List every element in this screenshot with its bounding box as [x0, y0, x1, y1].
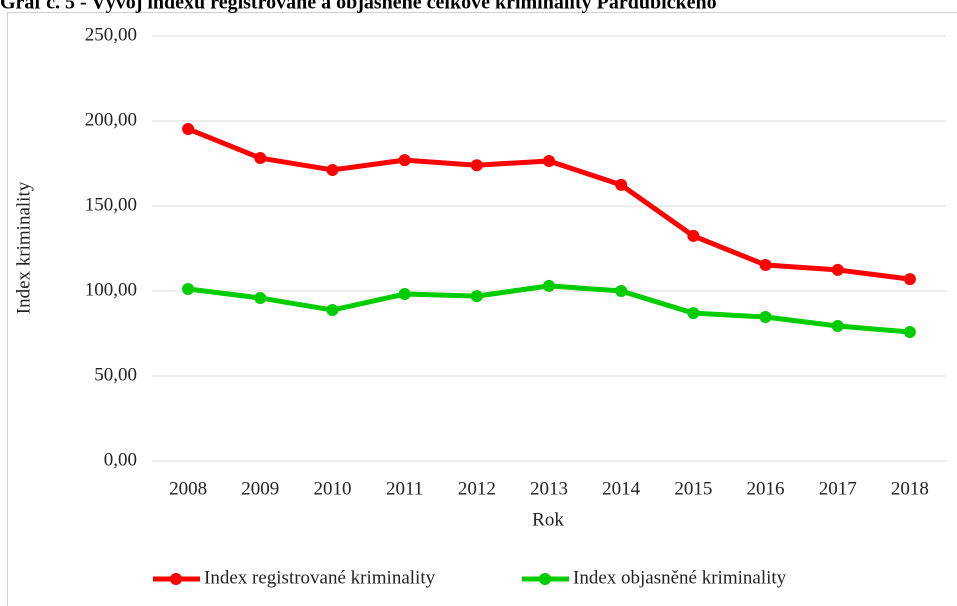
data-point [615, 285, 628, 297]
legend-label: Index registrované kriminality [204, 567, 436, 588]
y-tick-label: 250,00 [85, 24, 137, 45]
x-axis-title: Rok [532, 509, 564, 530]
data-point [831, 320, 844, 333]
x-tick-label: 2015 [674, 478, 712, 499]
x-tick-label: 2014 [602, 478, 641, 499]
x-tick-label: 2011 [386, 478, 423, 499]
data-point [326, 304, 339, 317]
data-point [687, 307, 700, 320]
data-point [687, 229, 700, 242]
chart-frame [7, 12, 957, 606]
x-tick-label: 2012 [458, 478, 496, 499]
chart-title: Graf č. 5 - Vývoj indexu registrované a … [0, 0, 717, 14]
data-point [759, 258, 772, 271]
data-point [470, 159, 483, 172]
data-point [759, 311, 772, 324]
data-point [398, 288, 411, 301]
data-point [470, 290, 483, 303]
data-point [831, 263, 844, 276]
data-point [182, 282, 195, 295]
data-point [903, 273, 916, 286]
y-tick-label: 0,00 [104, 449, 137, 470]
x-tick-label: 2008 [169, 478, 207, 499]
y-tick-label: 100,00 [85, 279, 137, 300]
data-point [615, 178, 628, 191]
data-point [182, 122, 195, 135]
x-tick-label: 2010 [313, 478, 351, 499]
x-tick-label: 2009 [241, 478, 279, 499]
data-point [543, 279, 555, 292]
x-tick-label: 2016 [747, 478, 785, 499]
data-point [326, 163, 339, 176]
y-tick-label: 150,00 [85, 194, 137, 215]
data-point [254, 291, 267, 304]
data-point [543, 154, 555, 167]
y-tick-label: 200,00 [85, 109, 137, 130]
data-point [398, 154, 411, 167]
legend-marker [170, 573, 182, 585]
data-point [903, 325, 916, 338]
x-tick-label: 2017 [819, 478, 857, 499]
legend-label: Index objasněné kriminality [573, 567, 787, 588]
x-tick-label: 2018 [891, 478, 929, 499]
y-tick-label: 50,00 [94, 364, 137, 385]
data-point [254, 152, 267, 165]
x-tick-label: 2013 [530, 478, 568, 499]
y-axis-title: Index kriminality [13, 181, 34, 314]
legend-marker [539, 573, 551, 585]
